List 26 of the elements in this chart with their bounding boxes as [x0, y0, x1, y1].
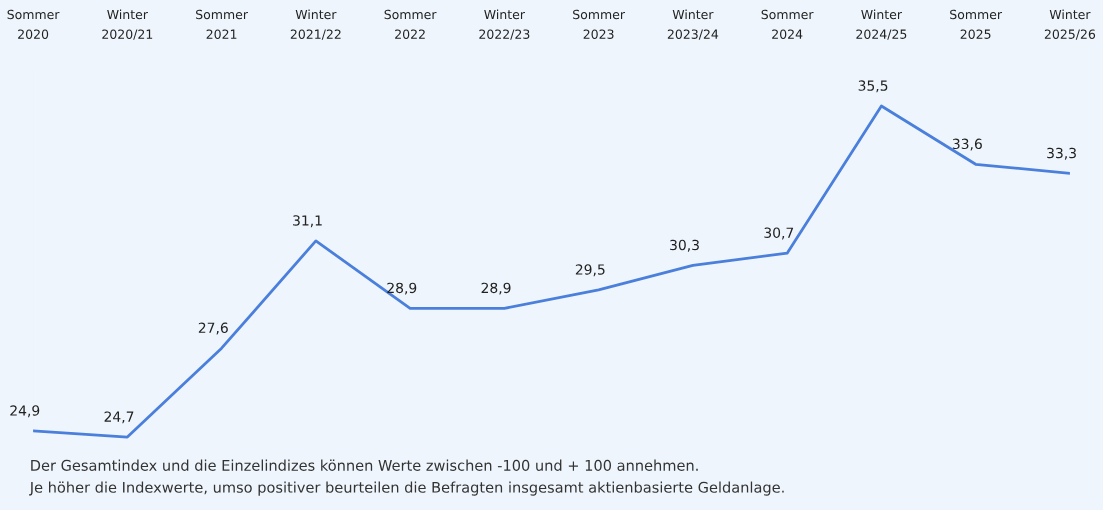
x-tick-label: Winter 2020/21 — [102, 9, 153, 40]
data-label: 30,7 — [764, 227, 794, 240]
x-tick-label: Sommer 2021 — [196, 9, 248, 39]
data-label: 28,9 — [481, 282, 511, 295]
x-tick-label: Sommer 2020 — [7, 9, 60, 39]
x-tick-label: Sommer 2023 — [573, 9, 626, 39]
data-label: 29,5 — [575, 264, 605, 277]
x-tick-label: Sommer 2022 — [384, 9, 437, 39]
data-label: 33,3 — [1047, 147, 1076, 160]
data-label: 35,5 — [858, 80, 888, 93]
x-tick-label: Winter 2023/24 — [667, 9, 719, 40]
data-label: 28,9 — [387, 282, 417, 295]
data-label: 27,6 — [198, 322, 228, 335]
data-label: 30,3 — [670, 239, 699, 252]
x-tick-label: Sommer 2025 — [950, 9, 1003, 39]
x-tick-label: Winter 2024/25 — [856, 9, 907, 40]
x-tick-label: Winter 2022/23 — [479, 9, 530, 40]
data-label: 24,9 — [10, 405, 40, 418]
x-tick-label: Winter 2025/26 — [1044, 9, 1096, 40]
x-tick-label: Sommer 2024 — [761, 9, 814, 39]
data-label: 31,1 — [293, 215, 322, 228]
data-label: 24,7 — [104, 411, 134, 424]
text: Je höher die Indexwerte, umso positiver beurteilen die Befragten insgesamt aktienbasierte Geldanlage. — [29, 481, 784, 496]
x-tick-label: Winter 2021/22 — [290, 9, 341, 40]
text: Der Gesamtindex und die Einzelindizes können Werte zwischen -100 und + 100 annehmen. — [31, 459, 698, 471]
data-label: 33,6 — [952, 138, 982, 151]
